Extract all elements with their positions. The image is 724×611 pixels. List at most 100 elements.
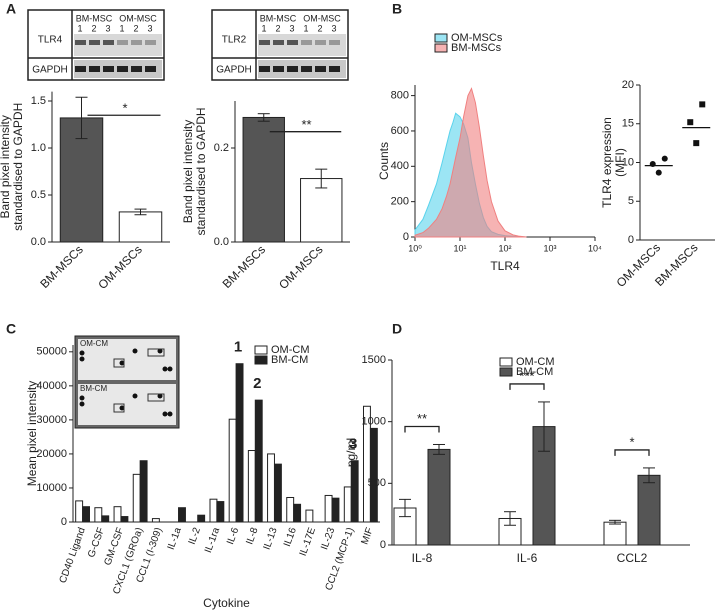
blot-band bbox=[315, 40, 326, 45]
x-axis-label: Cytokine bbox=[203, 596, 250, 610]
x-tick-label: MIF bbox=[359, 526, 375, 546]
x-tick-label: IL-8 bbox=[244, 526, 260, 546]
bar bbox=[235, 363, 244, 523]
x-tick-label: BM-MSCs bbox=[37, 242, 86, 291]
lane-label: 2 bbox=[91, 23, 96, 33]
x-tick-label: IL-2 bbox=[187, 526, 203, 546]
y-tick-label: 0.2 bbox=[214, 142, 229, 154]
panel-letter: D bbox=[392, 321, 402, 337]
y-tick-label: 30000 bbox=[36, 414, 67, 426]
legend-swatch bbox=[434, 33, 448, 43]
y-tick-label: 0 bbox=[403, 231, 409, 243]
bar bbox=[82, 506, 91, 523]
x-tick-label: 10¹ bbox=[453, 243, 466, 253]
y-tick-label: 500 bbox=[368, 477, 386, 489]
significance-label: * bbox=[122, 101, 127, 116]
bar bbox=[305, 509, 314, 523]
panel-letter: A bbox=[6, 1, 16, 17]
blot-band bbox=[301, 66, 312, 72]
point bbox=[699, 101, 706, 108]
lane-label: 3 bbox=[289, 23, 294, 33]
bar bbox=[242, 116, 285, 243]
bar bbox=[118, 211, 163, 243]
x-tick-label: 10² bbox=[498, 243, 511, 253]
y-axis-label: Band pixel intensity bbox=[181, 120, 195, 223]
bar bbox=[113, 506, 122, 523]
inset-spot bbox=[119, 405, 125, 411]
inset-box bbox=[147, 393, 165, 402]
x-tick-label: CCL2 bbox=[617, 551, 648, 565]
y-axis-label: pg/ml bbox=[344, 438, 358, 467]
bar bbox=[343, 486, 352, 523]
significance-label: ** bbox=[301, 117, 311, 132]
x-tick-label: OM-MSCs bbox=[95, 242, 144, 291]
y-tick-label: 0.0 bbox=[31, 236, 46, 248]
legend-label: OM-CM bbox=[516, 356, 555, 368]
x-tick-label: IL-17E bbox=[298, 526, 319, 558]
lane-label: 3 bbox=[331, 23, 336, 33]
y-axis-label: Band pixel intensity bbox=[0, 115, 12, 218]
blot-band bbox=[315, 66, 326, 72]
x-tick-label: IL-1a bbox=[166, 526, 184, 552]
inset-spot bbox=[132, 393, 138, 399]
lane-label: 3 bbox=[105, 23, 110, 33]
y-tick-label: 600 bbox=[391, 125, 409, 137]
blot-band bbox=[75, 66, 86, 72]
y-tick-label: 0 bbox=[628, 234, 634, 246]
inset-spot bbox=[79, 401, 85, 407]
inset-spot bbox=[167, 366, 173, 372]
inset-spot bbox=[157, 348, 163, 354]
y-tick-label: 0 bbox=[61, 516, 67, 528]
blot-band bbox=[131, 66, 142, 72]
blot-band bbox=[89, 66, 100, 72]
bar bbox=[273, 463, 282, 523]
inset-spot bbox=[162, 411, 168, 417]
significance-label: ** bbox=[417, 411, 427, 426]
lane-label: 2 bbox=[275, 23, 280, 33]
x-tick-label: IL16 bbox=[282, 526, 299, 548]
row-label: GAPDH bbox=[216, 65, 252, 76]
y-tick-label: 800 bbox=[391, 90, 409, 102]
inset-spot bbox=[162, 366, 168, 372]
lane-label: 1 bbox=[77, 23, 82, 33]
bar bbox=[178, 507, 186, 523]
y-tick-label: 1500 bbox=[362, 354, 386, 366]
bar bbox=[247, 450, 256, 523]
blot-band bbox=[273, 66, 284, 72]
point bbox=[661, 155, 668, 162]
x-tick-label: IL-23 bbox=[319, 526, 337, 552]
bar bbox=[300, 178, 343, 243]
inset-spot bbox=[132, 348, 138, 354]
legend-label: BM-CM bbox=[271, 354, 308, 366]
inset-membrane bbox=[78, 384, 176, 425]
significance-bracket bbox=[614, 449, 650, 456]
lane-label: 1 bbox=[119, 23, 124, 33]
inset-box bbox=[113, 358, 125, 368]
bar bbox=[286, 496, 295, 523]
y-tick-label: 20 bbox=[622, 79, 634, 91]
x-tick-label: IL-1ra bbox=[203, 526, 222, 555]
blot-band bbox=[259, 66, 270, 72]
legend-swatch bbox=[254, 355, 268, 365]
significance-bracket bbox=[404, 425, 440, 433]
bar bbox=[369, 427, 378, 523]
bar bbox=[132, 473, 141, 523]
legend-swatch bbox=[499, 357, 513, 367]
bar bbox=[151, 518, 160, 523]
lane-label: 1 bbox=[261, 23, 266, 33]
bar bbox=[101, 515, 110, 523]
bar bbox=[637, 474, 661, 546]
group-label: OM-MSC bbox=[303, 13, 341, 23]
bar bbox=[350, 460, 359, 523]
x-tick-label: IL-13 bbox=[262, 526, 280, 552]
lane-label: 2 bbox=[133, 23, 138, 33]
legend-label: OM-MSCs bbox=[451, 32, 503, 44]
group-label: OM-MSC bbox=[119, 13, 157, 23]
x-tick-label: IL-8 bbox=[412, 551, 433, 565]
row-label: TLR2 bbox=[222, 35, 247, 46]
y-axis-label: Counts bbox=[377, 142, 391, 180]
lane-label: 1 bbox=[303, 23, 308, 33]
x-tick-label: G-CSF bbox=[86, 526, 107, 559]
significance-label: *** bbox=[519, 368, 534, 383]
